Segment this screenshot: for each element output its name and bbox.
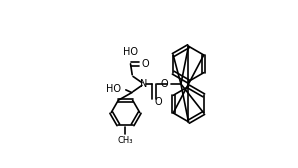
Text: HO: HO [106,84,121,94]
Text: HO: HO [123,47,138,57]
Text: CH₃: CH₃ [118,136,133,145]
Text: O: O [160,79,168,89]
Text: O: O [155,97,162,108]
Text: O: O [142,59,149,69]
Text: N: N [140,79,148,89]
